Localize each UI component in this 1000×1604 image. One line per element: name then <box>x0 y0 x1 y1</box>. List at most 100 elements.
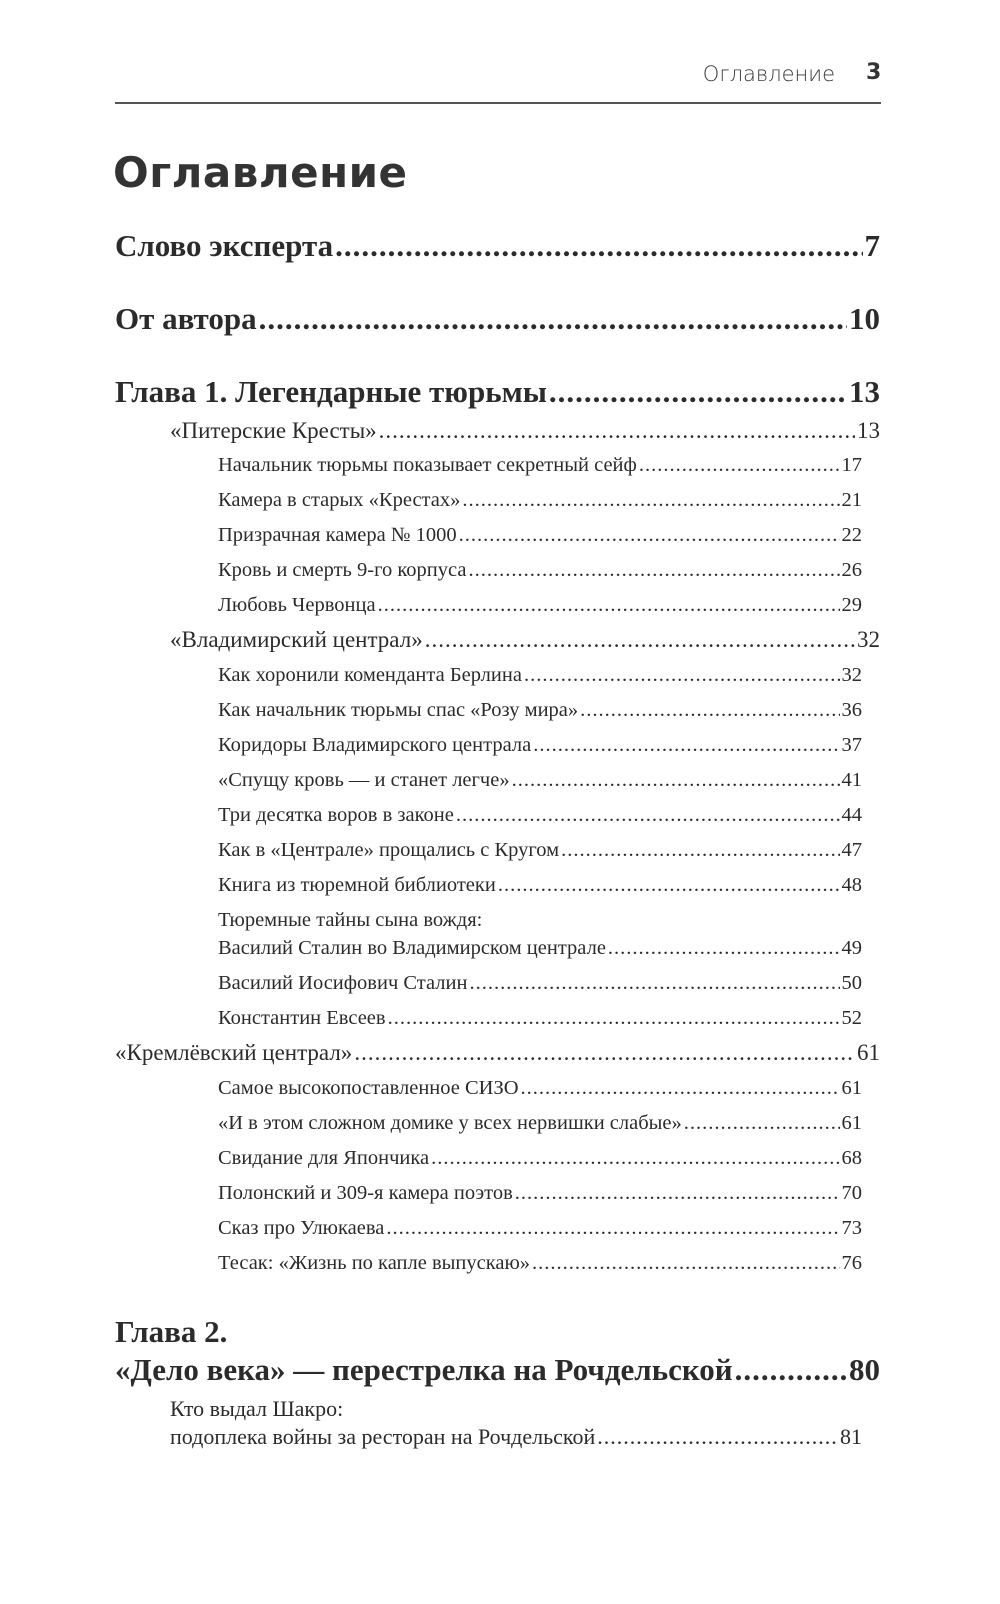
toc-entry-title: Коридоры Владимирского централа <box>218 734 532 756</box>
toc-entry-title: Три десятка воров в законе <box>218 804 454 826</box>
toc-entry-page: 76 <box>841 1252 863 1274</box>
toc-entry-page: 49 <box>841 937 863 959</box>
toc-entry-title: Начальник тюрьмы показывает секретный се… <box>218 454 637 476</box>
toc-entry[interactable]: Кровь и смерть 9-го корпуса 26 <box>218 559 862 582</box>
toc-entry[interactable]: Василий Сталин во Владимирском централе 4… <box>218 937 862 960</box>
toc-entry-page: 21 <box>841 489 863 511</box>
toc-entry-page: 37 <box>841 734 863 756</box>
toc-entry[interactable]: Константин Евсеев 52 <box>218 1007 862 1030</box>
header-rule <box>115 102 881 104</box>
toc-entry[interactable]: «Дело века» — перестрелка на Рочдельской… <box>115 1352 880 1388</box>
toc-entry[interactable]: Сказ про Улюкаева 73 <box>218 1217 862 1240</box>
toc-entry-title: Призрачная камера № 1000 <box>218 524 457 546</box>
dot-leader <box>549 374 847 410</box>
toc-entry-title: Как хоронили коменданта Берлина <box>218 664 522 686</box>
dot-leader <box>425 627 855 653</box>
toc-entry-page: 36 <box>841 699 863 721</box>
toc-entry-title: Камера в старых «Крестах» <box>218 489 461 511</box>
toc-entry-title: От автора <box>115 301 257 336</box>
dot-leader <box>533 734 839 757</box>
toc-entry[interactable]: Свидание для Япончика 68 <box>218 1147 862 1170</box>
toc-entry-title: Полонский и 309-я камера поэтов <box>218 1182 513 1204</box>
dot-leader <box>608 937 840 960</box>
toc-entry-title: Тесак: «Жизнь по капле выпускаю» <box>218 1252 531 1274</box>
toc-entry-title: «Питерские Кресты» <box>170 418 377 443</box>
toc-entry-page: 13 <box>857 418 880 443</box>
dot-leader <box>580 699 839 722</box>
toc-entry-line1: Тюремные тайны сына вождя: <box>218 909 483 931</box>
dot-leader <box>532 1252 839 1275</box>
toc-entry[interactable]: Книга из тюремной библиотеки 48 <box>218 874 862 897</box>
toc-entry[interactable]: «Кремлёвский централ» 61 <box>115 1040 880 1066</box>
toc-entry[interactable]: «Спущу кровь — и станет легче» 41 <box>218 769 862 792</box>
dot-leader <box>515 1182 840 1205</box>
toc-entry[interactable]: Тесак: «Жизнь по капле выпускаю» 76 <box>218 1252 862 1275</box>
toc-entry-page: 32 <box>857 627 880 652</box>
toc-entry[interactable]: Василий Иосифович Сталин 50 <box>218 972 862 995</box>
toc-entry[interactable]: Как хоронили коменданта Берлина 32 <box>218 664 862 687</box>
toc-entry-page: 61 <box>841 1112 863 1134</box>
toc-entry[interactable]: Как начальник тюрьмы спас «Розу мира» 36 <box>218 699 862 722</box>
toc-entry-title: Слово эксперта <box>115 228 334 263</box>
toc-entry-title: Кровь и смерть 9-го корпуса <box>218 559 467 581</box>
toc-entry[interactable]: Самое высокопоставленное СИЗО 61 <box>218 1077 862 1100</box>
toc-entry-title: Книга из тюремной библиотеки <box>218 874 496 896</box>
toc-entry[interactable]: Глава 1. Легендарные тюрьмы 13 <box>115 374 880 410</box>
toc-entry[interactable]: Полонский и 309-я камера поэтов 70 <box>218 1182 862 1205</box>
toc-entry[interactable]: «И в этом сложном домике у всех нервишки… <box>218 1112 862 1135</box>
toc-entry[interactable]: Коридоры Владимирского централа 37 <box>218 734 862 757</box>
toc-entry-title: Глава 1. Легендарные тюрьмы <box>115 374 547 409</box>
running-header-page-number: 3 <box>866 60 882 85</box>
dot-leader <box>521 1077 840 1100</box>
toc-entry-title: Самое высокопоставленное СИЗО <box>218 1077 519 1099</box>
toc-entry-page: 48 <box>841 874 863 896</box>
toc-entry[interactable]: Как в «Централе» прощались с Кругом 47 <box>218 839 862 862</box>
toc-entry-title: Василий Иосифович Сталин <box>218 972 468 994</box>
dot-leader <box>469 972 839 995</box>
toc-entry-page: 32 <box>841 664 863 686</box>
toc-entry-page: 70 <box>841 1182 863 1204</box>
toc-entry[interactable]: «Владимирский централ» 32 <box>170 627 880 653</box>
dot-leader <box>684 1112 840 1135</box>
toc-entry[interactable]: Любовь Червонца 29 <box>218 594 862 617</box>
toc-entry-page: 44 <box>841 804 863 826</box>
toc-entry[interactable]: подоплека войны за ресторан на Рочдельск… <box>170 1424 862 1450</box>
toc-entry-page: 13 <box>849 374 880 409</box>
toc-entry-title: Как в «Централе» прощались с Кругом <box>218 839 560 861</box>
dot-leader <box>597 1424 838 1450</box>
dot-leader <box>431 1147 839 1170</box>
toc-entry[interactable]: Три десятка воров в законе 44 <box>218 804 862 827</box>
dot-leader <box>735 1352 847 1388</box>
toc-entry-page: 47 <box>841 839 863 861</box>
dot-leader <box>259 301 847 337</box>
toc-entry-title: подоплека войны за ресторан на Рочдельск… <box>170 1424 596 1449</box>
dot-leader <box>354 1040 855 1066</box>
toc-entry[interactable]: Призрачная камера № 1000 22 <box>218 524 862 547</box>
toc-entry-page: 17 <box>841 454 863 476</box>
toc-entry[interactable]: Слово эксперта 7 <box>115 228 880 264</box>
toc-entry-title: «Владимирский централ» <box>170 627 423 652</box>
toc-entry[interactable]: От автора 10 <box>115 301 880 337</box>
toc-entry-title: Любовь Червонца <box>218 594 376 616</box>
dot-leader <box>561 839 839 862</box>
toc-entry-page: 29 <box>841 594 863 616</box>
toc-entry-title: Сказ про Улюкаева <box>218 1217 385 1239</box>
toc-entry-page: 22 <box>841 524 863 546</box>
toc-entry-page: 61 <box>841 1077 863 1099</box>
toc-entry[interactable]: Камера в старых «Крестах» 21 <box>218 489 862 512</box>
toc-entry-page: 10 <box>849 301 880 336</box>
dot-leader <box>468 559 839 582</box>
dot-leader <box>498 874 840 897</box>
toc-entry-page: 61 <box>857 1040 880 1065</box>
toc-entry-title: Василий Сталин во Владимирском централе <box>218 937 606 959</box>
toc-entry-title: Как начальник тюрьмы спас «Розу мира» <box>218 699 579 721</box>
toc-entry[interactable]: «Питерские Кресты» 13 <box>170 418 880 444</box>
toc-entry-page: 50 <box>841 972 863 994</box>
page-title: Оглавление <box>113 148 408 197</box>
toc-entry-page: 68 <box>841 1147 863 1169</box>
toc-entry-page: 80 <box>849 1352 880 1387</box>
toc-entry-page: 41 <box>841 769 863 791</box>
toc-entry[interactable]: Начальник тюрьмы показывает секретный се… <box>218 454 862 477</box>
toc-entry-title: «Спущу кровь — и станет легче» <box>218 769 510 791</box>
dot-leader <box>378 594 840 617</box>
